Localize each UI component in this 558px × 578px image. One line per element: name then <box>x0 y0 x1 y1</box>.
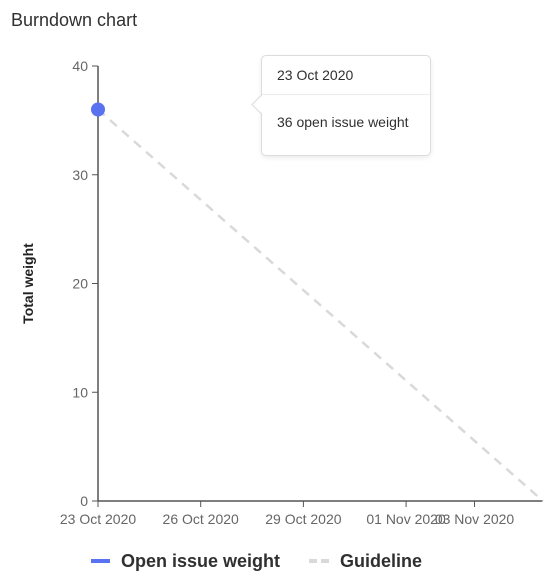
legend-swatch-solid <box>91 559 110 563</box>
x-tick-label: 01 Nov 2020 <box>366 511 446 527</box>
legend-label: Guideline <box>340 550 423 571</box>
y-tick-label: 10 <box>72 384 88 400</box>
x-tick-label: 29 Oct 2020 <box>265 511 341 527</box>
legend-swatch-dashed <box>309 559 330 563</box>
x-axis-ticks: 23 Oct 2020 26 Oct 2020 29 Oct 2020 01 Nov … <box>60 501 515 527</box>
y-tick-label: 40 <box>72 58 88 74</box>
y-tick-label: 30 <box>72 167 88 183</box>
series-line-guideline <box>97 108 544 502</box>
legend-item-open-issue-weight[interactable]: Open issue weight <box>91 551 280 572</box>
data-point-tooltip: 23 Oct 2020 36 open issue weight <box>261 55 431 156</box>
tooltip-date: 23 Oct 2020 <box>262 56 430 95</box>
y-axis-ticks: 0 10 20 30 40 <box>72 58 98 509</box>
legend-item-guideline[interactable]: Guideline <box>309 551 422 572</box>
x-tick-label: 23 Oct 2020 <box>60 511 136 527</box>
legend-label: Open issue weight <box>121 550 281 571</box>
tooltip-value: 36 open issue weight <box>277 114 409 130</box>
x-tick-label: 26 Oct 2020 <box>163 511 239 527</box>
y-axis-title: Total weight <box>20 243 36 324</box>
data-point-open-issue-weight <box>91 102 105 117</box>
series-layer <box>91 102 544 502</box>
y-tick-label: 0 <box>80 493 88 509</box>
chart-legend: Open issue weight Guideline <box>91 548 451 574</box>
y-tick-label: 20 <box>72 276 88 292</box>
chart-title: Burndown chart <box>11 10 138 30</box>
x-tick-label: 03 Nov 2020 <box>435 511 515 527</box>
